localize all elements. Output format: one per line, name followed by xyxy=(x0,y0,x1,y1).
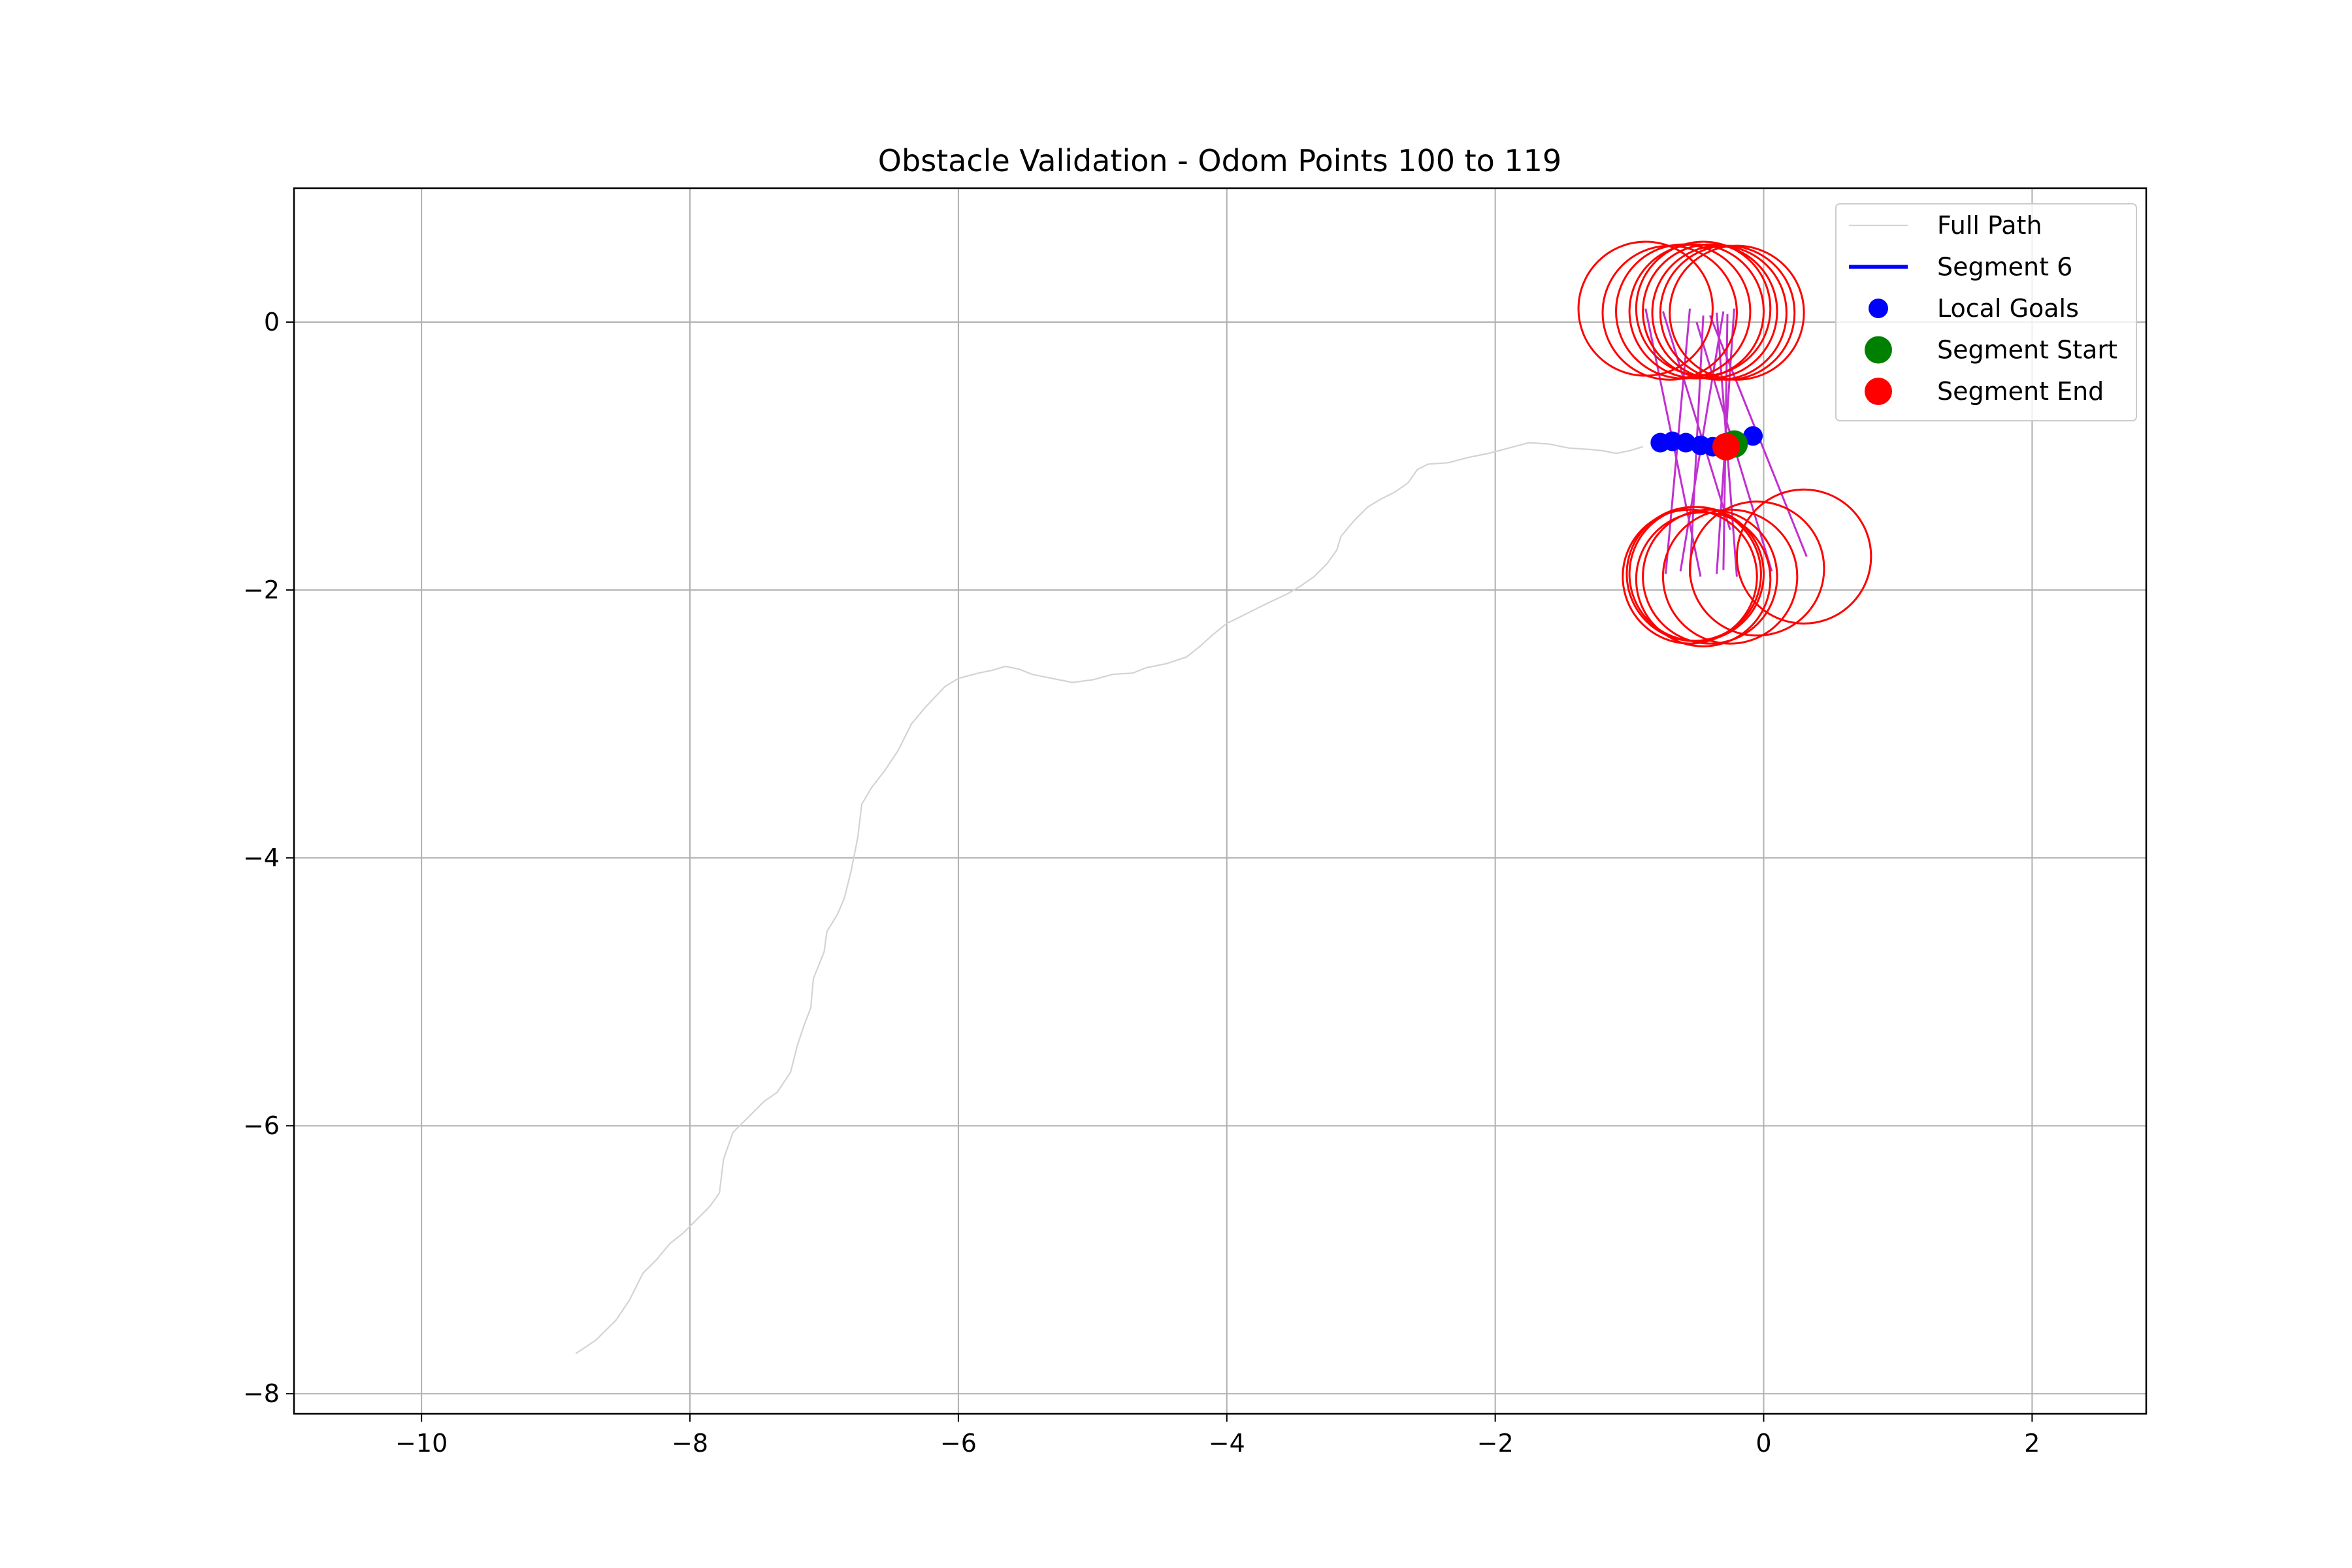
full-path-line xyxy=(575,442,1643,1354)
legend-label: Segment 6 xyxy=(1937,253,2072,282)
obstacle-circle xyxy=(1669,244,1805,381)
legend-marker-swatch xyxy=(1865,378,1892,405)
x-tick-label: −4 xyxy=(1209,1429,1245,1458)
x-tick-label: −8 xyxy=(672,1429,708,1458)
chart-title: Obstacle Validation - Odom Points 100 to… xyxy=(878,143,1561,178)
legend-label: Full Path xyxy=(1937,211,2042,240)
legend-marker-swatch xyxy=(1869,299,1888,318)
y-tick-label: −6 xyxy=(243,1111,280,1140)
grid xyxy=(294,188,2146,1414)
legend-box xyxy=(1835,203,2137,421)
x-tick-label: −2 xyxy=(1477,1429,1514,1458)
obstacle-circle xyxy=(1635,511,1772,647)
legend-label: Segment End xyxy=(1937,377,2104,406)
local-goal-point xyxy=(1743,426,1763,446)
plot-area xyxy=(575,240,1872,1354)
x-tick-label: −10 xyxy=(395,1429,448,1458)
obstacle-circle xyxy=(1628,243,1765,380)
x-tick-label: −6 xyxy=(940,1429,977,1458)
local-goal-point xyxy=(1676,433,1696,453)
x-tick-label: 2 xyxy=(2024,1429,2040,1458)
obstacle-circle xyxy=(1622,508,1758,645)
plot-frame xyxy=(293,187,2148,1415)
obstacle-circle xyxy=(1628,506,1765,642)
obstacle-circle xyxy=(1735,488,1872,625)
obstacle-circle xyxy=(1642,508,1778,645)
obstacle-layer xyxy=(1577,240,1872,647)
legend-label: Local Goals xyxy=(1937,294,2079,323)
full-path-layer xyxy=(575,442,1643,1354)
y-tick-label: 0 xyxy=(264,308,280,336)
y-tick-label: −4 xyxy=(243,843,280,872)
x-axis: −10 −8 −6 −4 −2 0 2 xyxy=(395,1414,2040,1458)
legend-label: Segment Start xyxy=(1937,336,2117,365)
x-tick-label: 0 xyxy=(1756,1429,1771,1458)
validation-ray xyxy=(1662,311,1731,531)
obstacle-circle xyxy=(1661,508,1799,645)
obstacle-circle xyxy=(1689,500,1825,637)
y-tick-label: −2 xyxy=(243,576,280,604)
y-tick-label: −8 xyxy=(243,1379,280,1408)
y-axis: 0 −2 −4 −6 −8 xyxy=(243,308,294,1408)
segment-end-point xyxy=(1712,433,1740,461)
legend: Full Path Segment 6 Local Goals Segment Sta… xyxy=(1835,203,2137,421)
marker-layer xyxy=(1650,426,1763,461)
legend-marker-swatch xyxy=(1865,336,1892,364)
